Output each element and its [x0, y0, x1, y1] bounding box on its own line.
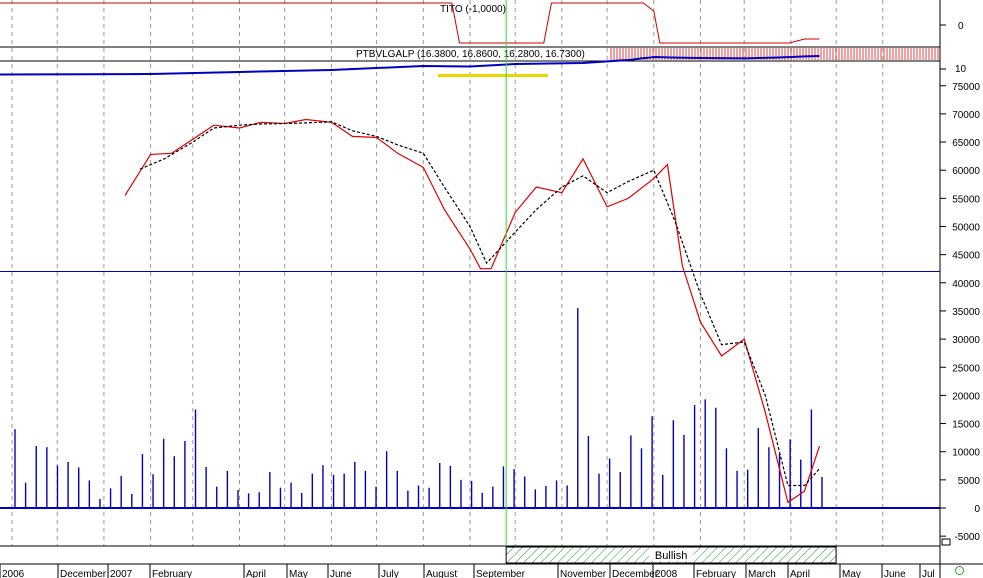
x-axis-label: April [246, 569, 266, 578]
reference-line [0, 271, 940, 509]
vertical-grid [11, 0, 884, 546]
x-axis-label: November [560, 569, 607, 578]
status-indicator-icon [955, 566, 964, 575]
tito-panel: TITO (-1,0000) 0 [0, 2, 964, 44]
price-tick-label: 10 [955, 64, 967, 75]
x-axis-label: February [152, 569, 192, 578]
main-series [124, 118, 821, 504]
y-tick-label: 45000 [952, 251, 980, 262]
x-axis-label: May [289, 569, 308, 578]
y-tick-label: 25000 [952, 363, 980, 374]
signal-band: Bullish [505, 546, 837, 564]
tito-legend: TITO (-1,0000) [440, 4, 506, 15]
x-axis-label: December [612, 569, 659, 578]
y-tick-label: 0 [974, 504, 980, 515]
dashed-series-line [139, 121, 820, 487]
price-marker-bar [438, 74, 548, 77]
y-tick-label: 35000 [952, 307, 980, 318]
x-axis-label: August [426, 569, 457, 578]
x-axis-label: April [790, 569, 810, 578]
y-tick-label: 65000 [952, 138, 980, 149]
x-axis-label: March [748, 569, 776, 578]
bullish-label: Bullish [655, 550, 687, 562]
y-tick-label: 15000 [952, 420, 980, 431]
lower-axis-marker [941, 538, 951, 546]
x-axis-label: February [696, 569, 736, 578]
volume-bars [14, 308, 823, 508]
bullish-label-bg [649, 548, 694, 561]
y-tick-label: 5000 [958, 476, 981, 487]
x-axis-label: June [884, 569, 906, 578]
price-panel: PTBVLGALP (16.3800, 16.8600, 16.2800, 16… [0, 49, 967, 77]
x-axis-label: July [381, 569, 399, 578]
y-tick-label: 60000 [952, 166, 980, 177]
y-tick-label: 55000 [952, 194, 980, 205]
y-tick-label: 75000 [952, 82, 980, 93]
x-axis-label: June [330, 569, 352, 578]
y-tick-label: 20000 [952, 391, 980, 402]
x-axis-label: 2006 [2, 569, 25, 578]
y-tick-label: 40000 [952, 279, 980, 290]
y-tick-label: -5000 [954, 532, 980, 543]
price-series-line [0, 55, 820, 76]
x-axis-label: 2008 [655, 569, 678, 578]
x-axis-labels: 2006 December 2007 February April May June July… [0, 564, 935, 578]
tito-series-line [0, 2, 820, 44]
tito-tick-label: 0 [958, 21, 964, 32]
y-tick-label: 10000 [952, 448, 980, 459]
x-axis-label: December [60, 569, 107, 578]
x-axis-label: May [842, 569, 861, 578]
x-axis-label: September [476, 569, 526, 578]
y-tick-label: 50000 [952, 223, 980, 234]
y-tick-label: 30000 [952, 335, 980, 346]
price-legend: PTBVLGALP (16.3800, 16.8600, 16.2800, 16… [356, 49, 585, 60]
y-tick-label: 70000 [952, 110, 980, 121]
x-axis-label: Jul [922, 569, 935, 578]
y-axis-ticks: 7500070000650006000055000500004500040000… [940, 82, 980, 543]
x-axis-label: 2007 [110, 569, 133, 578]
